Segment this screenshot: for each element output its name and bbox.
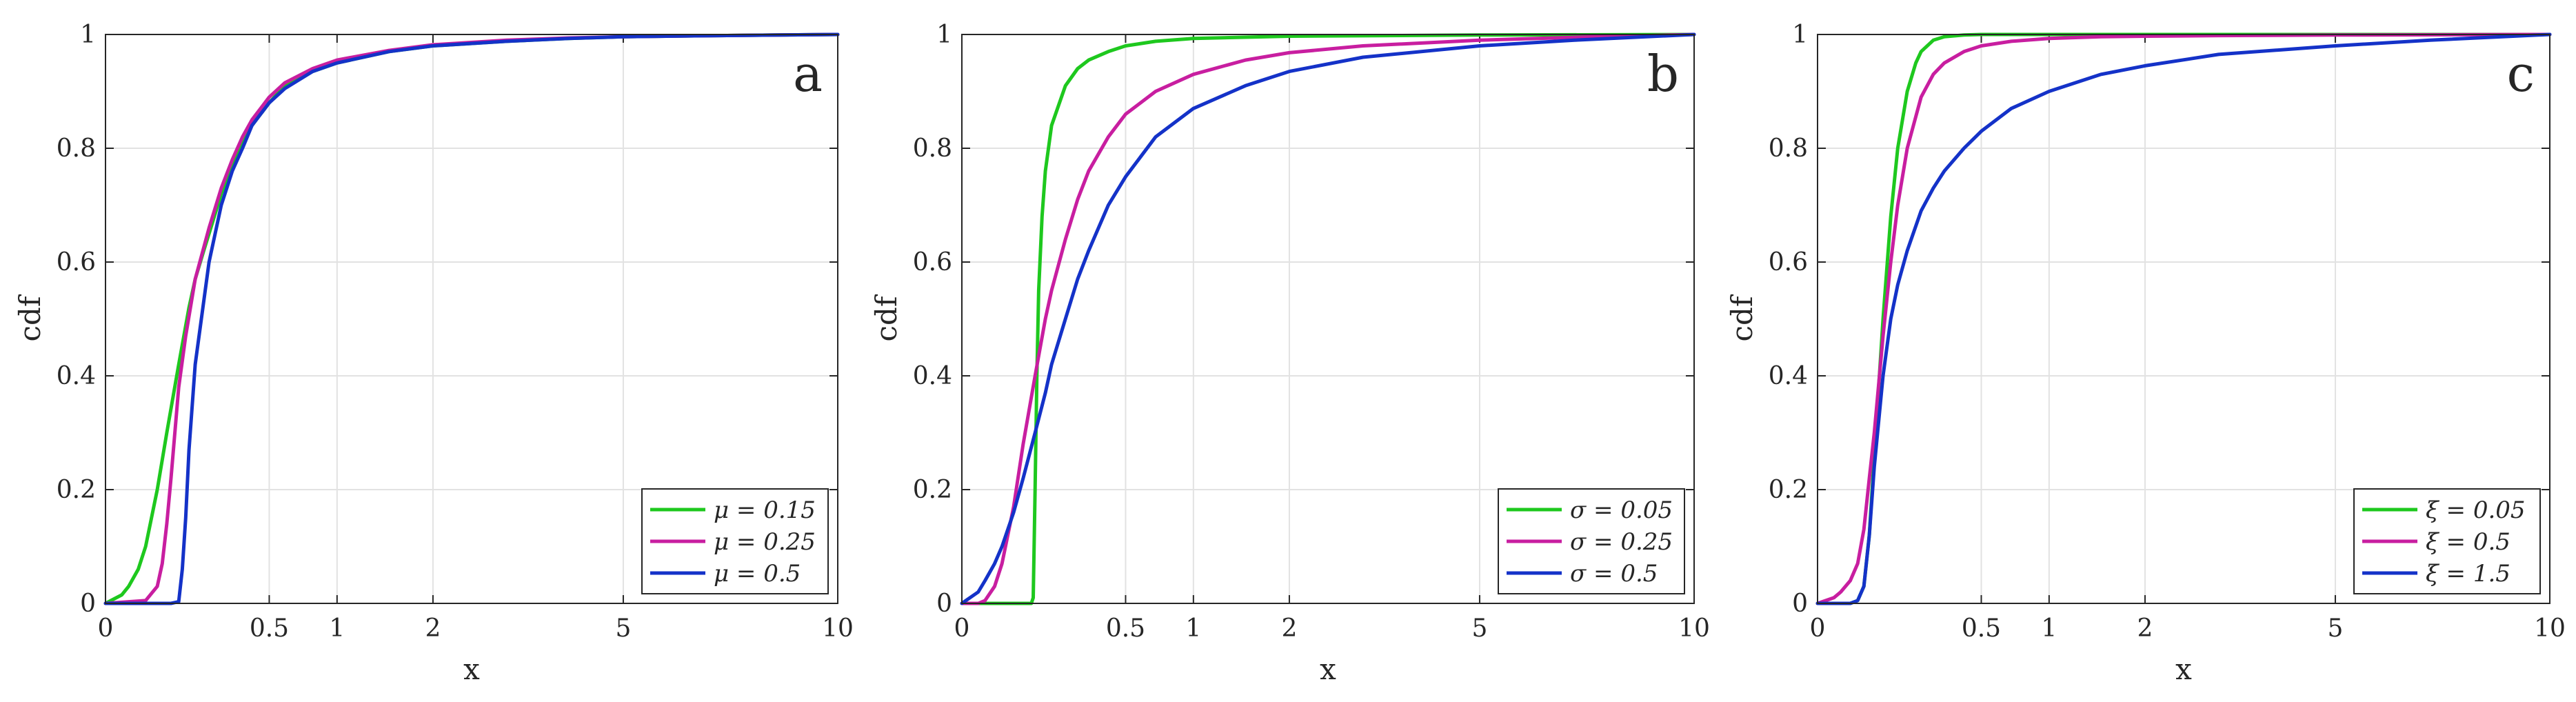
x-axis-label: x bbox=[1320, 652, 1336, 686]
legend-entry-label: ξ = 0.05 bbox=[2426, 497, 2526, 524]
legend: σ = 0.05 σ = 0.25 σ = 0.5 bbox=[1498, 488, 1685, 594]
axes-box bbox=[1817, 34, 2550, 604]
y-tick-label: 0.8 bbox=[913, 134, 952, 163]
y-tick-label: 0.8 bbox=[1769, 134, 1808, 163]
series-line-2 bbox=[1815, 32, 2552, 605]
x-tick-label: 0 bbox=[1810, 614, 1826, 643]
legend-entry-label: σ = 0.5 bbox=[1570, 560, 1658, 588]
y-tick-label: 0.4 bbox=[57, 362, 96, 390]
x-tick-label: 0.5 bbox=[1962, 614, 2001, 643]
x-tick-label: 2 bbox=[2137, 614, 2153, 643]
x-tick-label: 5 bbox=[2327, 614, 2343, 643]
x-tick-label: 1 bbox=[1185, 614, 1201, 643]
panel-label: c bbox=[2507, 45, 2535, 103]
x-axis-label: x bbox=[2175, 652, 2192, 686]
y-tick-label: 1 bbox=[80, 21, 96, 49]
axes-box bbox=[105, 34, 838, 604]
legend-entry-label: σ = 0.05 bbox=[1570, 497, 1673, 524]
legend-entry-label: μ = 0.5 bbox=[714, 560, 801, 588]
y-tick-label: 0.6 bbox=[57, 248, 96, 277]
x-tick-label: 10 bbox=[2534, 614, 2566, 643]
y-tick-label: 0.8 bbox=[57, 134, 96, 163]
y-tick-label: 0.6 bbox=[1769, 248, 1808, 277]
y-tick-label: 0 bbox=[80, 590, 96, 618]
legend-entry-label: μ = 0.25 bbox=[714, 528, 816, 556]
y-tick-label: 0 bbox=[1792, 590, 1808, 618]
y-tick-label: 0.2 bbox=[913, 476, 952, 504]
legend-entry-label: ξ = 0.5 bbox=[2426, 528, 2510, 556]
legend: ξ = 0.05 ξ = 0.5 ξ = 1.5 bbox=[2353, 488, 2541, 594]
y-tick-label: 0.4 bbox=[1769, 362, 1808, 390]
y-axis-label: cdf bbox=[869, 294, 903, 341]
x-tick-label: 2 bbox=[425, 614, 441, 643]
x-tick-label: 0.5 bbox=[250, 614, 289, 643]
x-tick-label: 0.5 bbox=[1106, 614, 1145, 643]
series-line-3 bbox=[103, 32, 840, 605]
x-tick-label: 5 bbox=[1471, 614, 1487, 643]
legend-entry-label: ξ = 1.5 bbox=[2426, 560, 2510, 588]
legend-entry-label: μ = 0.15 bbox=[714, 497, 816, 524]
legend: μ = 0.15 μ = 0.25 μ = 0.5 bbox=[641, 488, 829, 594]
y-tick-label: 0.2 bbox=[57, 476, 96, 504]
x-tick-label: 0 bbox=[98, 614, 114, 643]
y-tick-label: 1 bbox=[936, 21, 952, 49]
x-tick-label: 0 bbox=[954, 614, 970, 643]
y-axis-label: cdf bbox=[1725, 294, 1759, 341]
y-tick-label: 0 bbox=[936, 590, 952, 618]
series-line-3 bbox=[1815, 32, 2552, 605]
y-tick-label: 0.2 bbox=[1769, 476, 1808, 504]
series-line-3 bbox=[960, 32, 1696, 605]
x-tick-label: 10 bbox=[1678, 614, 1710, 643]
series-line-2 bbox=[960, 32, 1696, 605]
series-line-1 bbox=[960, 32, 1696, 605]
panel-label: a bbox=[793, 45, 823, 103]
panel-label: b bbox=[1647, 45, 1679, 103]
y-tick-label: 1 bbox=[1792, 21, 1808, 49]
legend-entry-label: σ = 0.25 bbox=[1570, 528, 1673, 556]
x-tick-label: 1 bbox=[2041, 614, 2057, 643]
x-tick-label: 1 bbox=[329, 614, 345, 643]
x-tick-label: 10 bbox=[822, 614, 854, 643]
y-axis-label: cdf bbox=[13, 294, 47, 341]
x-tick-label: 5 bbox=[615, 614, 631, 643]
x-axis-label: x bbox=[463, 652, 480, 686]
y-tick-label: 0.4 bbox=[913, 362, 952, 390]
y-tick-label: 0.6 bbox=[913, 248, 952, 277]
x-tick-label: 2 bbox=[1281, 614, 1297, 643]
axes-box bbox=[961, 34, 1695, 604]
